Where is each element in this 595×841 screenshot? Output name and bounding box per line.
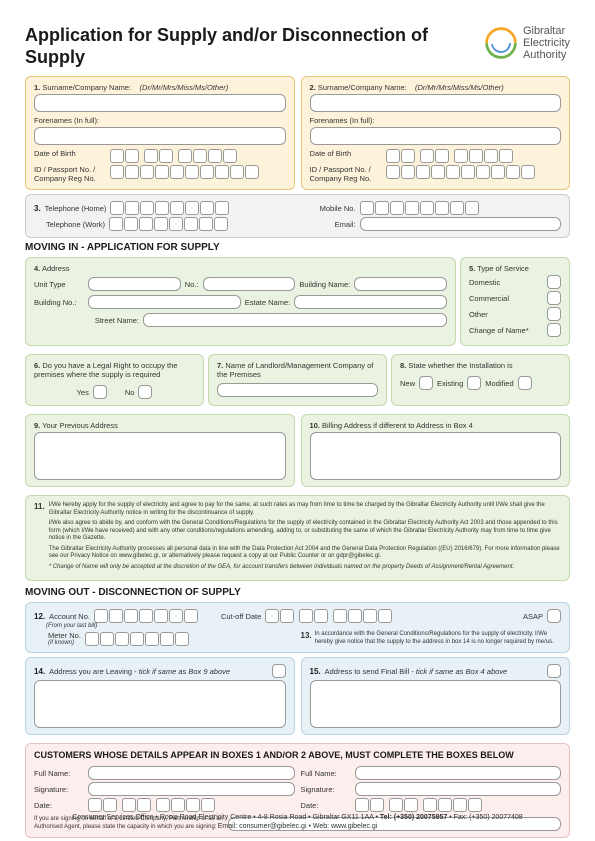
address-section: 4. Address Unit Type No.: Building Name:…	[25, 257, 456, 346]
q2-num: 2.	[310, 83, 316, 92]
install-existing-checkbox[interactable]	[467, 376, 481, 390]
commercial-checkbox[interactable]	[547, 291, 561, 305]
fullname-1-input[interactable]	[88, 766, 295, 780]
cutoff-date-input[interactable]	[265, 609, 392, 623]
applicant-1: 1. Surname/Company Name: (Dr/Mr/Mrs/Miss…	[25, 76, 295, 190]
building-no-input[interactable]	[88, 295, 241, 309]
moving-in-addresses: 9. Your Previous Address 10. Billing Add…	[25, 414, 570, 491]
unit-type-input[interactable]	[88, 277, 181, 291]
logo-line3: Authority	[523, 49, 570, 61]
id-1-input[interactable]	[110, 165, 259, 183]
street-name-input[interactable]	[143, 313, 447, 327]
unit-no-input[interactable]	[203, 277, 296, 291]
leaving-address-section: 14. Address you are Leaving - tick if sa…	[25, 657, 295, 735]
terms-section: 11. I/We hereby apply for the supply of …	[25, 495, 570, 581]
moving-in-3col: 6. Do you have a Legal Right to occupy t…	[25, 354, 570, 410]
signature-2-input[interactable]	[355, 782, 562, 796]
mobile-input[interactable]	[360, 201, 479, 215]
moving-in-main: 4. Address Unit Type No.: Building Name:…	[25, 257, 570, 350]
other-checkbox[interactable]	[547, 307, 561, 321]
prev-address-input[interactable]	[34, 432, 286, 480]
final-same-checkbox[interactable]	[547, 664, 561, 678]
fullname-2-input[interactable]	[355, 766, 562, 780]
tel-home-input[interactable]	[110, 201, 229, 215]
logo-line2: Electricity	[523, 37, 570, 49]
change-name-checkbox[interactable]	[547, 323, 561, 337]
leaving-address-input[interactable]	[34, 680, 286, 728]
tel-work-input[interactable]	[109, 217, 228, 231]
moving-in-title: MOVING IN - APPLICATION FOR SUPPLY	[25, 242, 570, 253]
landlord-section: 7. Name of Landlord/Management Company o…	[208, 354, 387, 406]
surname-1-input[interactable]	[34, 94, 286, 112]
legal-right-section: 6. Do you have a Legal Right to occupy t…	[25, 354, 204, 406]
surname-2-input[interactable]	[310, 94, 562, 112]
footer: Consumer Services Office • Rosia Road El…	[25, 813, 570, 831]
id-2-input[interactable]	[386, 165, 535, 183]
domestic-checkbox[interactable]	[547, 275, 561, 289]
forenames-2-input[interactable]	[310, 127, 562, 145]
forenames-1-input[interactable]	[34, 127, 286, 145]
email-input[interactable]	[360, 217, 562, 231]
date-2-input[interactable]	[355, 798, 482, 812]
date-1-input[interactable]	[88, 798, 215, 812]
billing-address-section: 10. Billing Address if different to Addr…	[301, 414, 571, 487]
billing-address-input[interactable]	[310, 432, 562, 480]
signature-1-input[interactable]	[88, 782, 295, 796]
moving-out-top: 12. Account No. Cut-off Date ASAP (From …	[25, 602, 570, 653]
estate-name-input[interactable]	[294, 295, 447, 309]
applicants-row: 1. Surname/Company Name: (Dr/Mr/Mrs/Miss…	[25, 76, 570, 194]
final-bill-address-section: 15. Address to send Final Bill - tick if…	[301, 657, 571, 735]
logo: Gibraltar Electricity Authority	[483, 25, 570, 61]
dob-2-input[interactable]	[386, 149, 513, 163]
type-of-service-section: 5. Type of Service Domestic Commercial O…	[460, 257, 570, 346]
header: Application for Supply and/or Disconnect…	[25, 25, 570, 68]
legal-yes-checkbox[interactable]	[93, 385, 107, 399]
legal-no-checkbox[interactable]	[138, 385, 152, 399]
logo-line1: Gibraltar	[523, 25, 570, 37]
contact-section: 3. Telephone (Home) Mobile No. Telephone…	[25, 194, 570, 238]
building-name-input[interactable]	[354, 277, 447, 291]
signature-title: CUSTOMERS WHOSE DETAILS APPEAR IN BOXES …	[34, 750, 561, 760]
logo-swirl-icon	[483, 25, 519, 61]
moving-out-title: MOVING OUT - DISCONNECTION OF SUPPLY	[25, 587, 570, 598]
install-modified-checkbox[interactable]	[518, 376, 532, 390]
leaving-same-checkbox[interactable]	[272, 664, 286, 678]
landlord-input[interactable]	[217, 383, 378, 397]
install-new-checkbox[interactable]	[419, 376, 433, 390]
installation-section: 8. State whether the Installation is New…	[391, 354, 570, 406]
final-bill-address-input[interactable]	[310, 680, 562, 728]
moving-out-addresses: 14. Address you are Leaving - tick if sa…	[25, 657, 570, 739]
asap-checkbox[interactable]	[547, 609, 561, 623]
applicant-2: 2. Surname/Company Name: (Dr/Mr/Mrs/Miss…	[301, 76, 571, 190]
prev-address-section: 9. Your Previous Address	[25, 414, 295, 487]
meter-no-input[interactable]	[85, 632, 189, 646]
dob-1-input[interactable]	[110, 149, 237, 163]
account-no-input[interactable]	[94, 609, 198, 623]
page-title: Application for Supply and/or Disconnect…	[25, 25, 483, 68]
q1-num: 1.	[34, 83, 40, 92]
